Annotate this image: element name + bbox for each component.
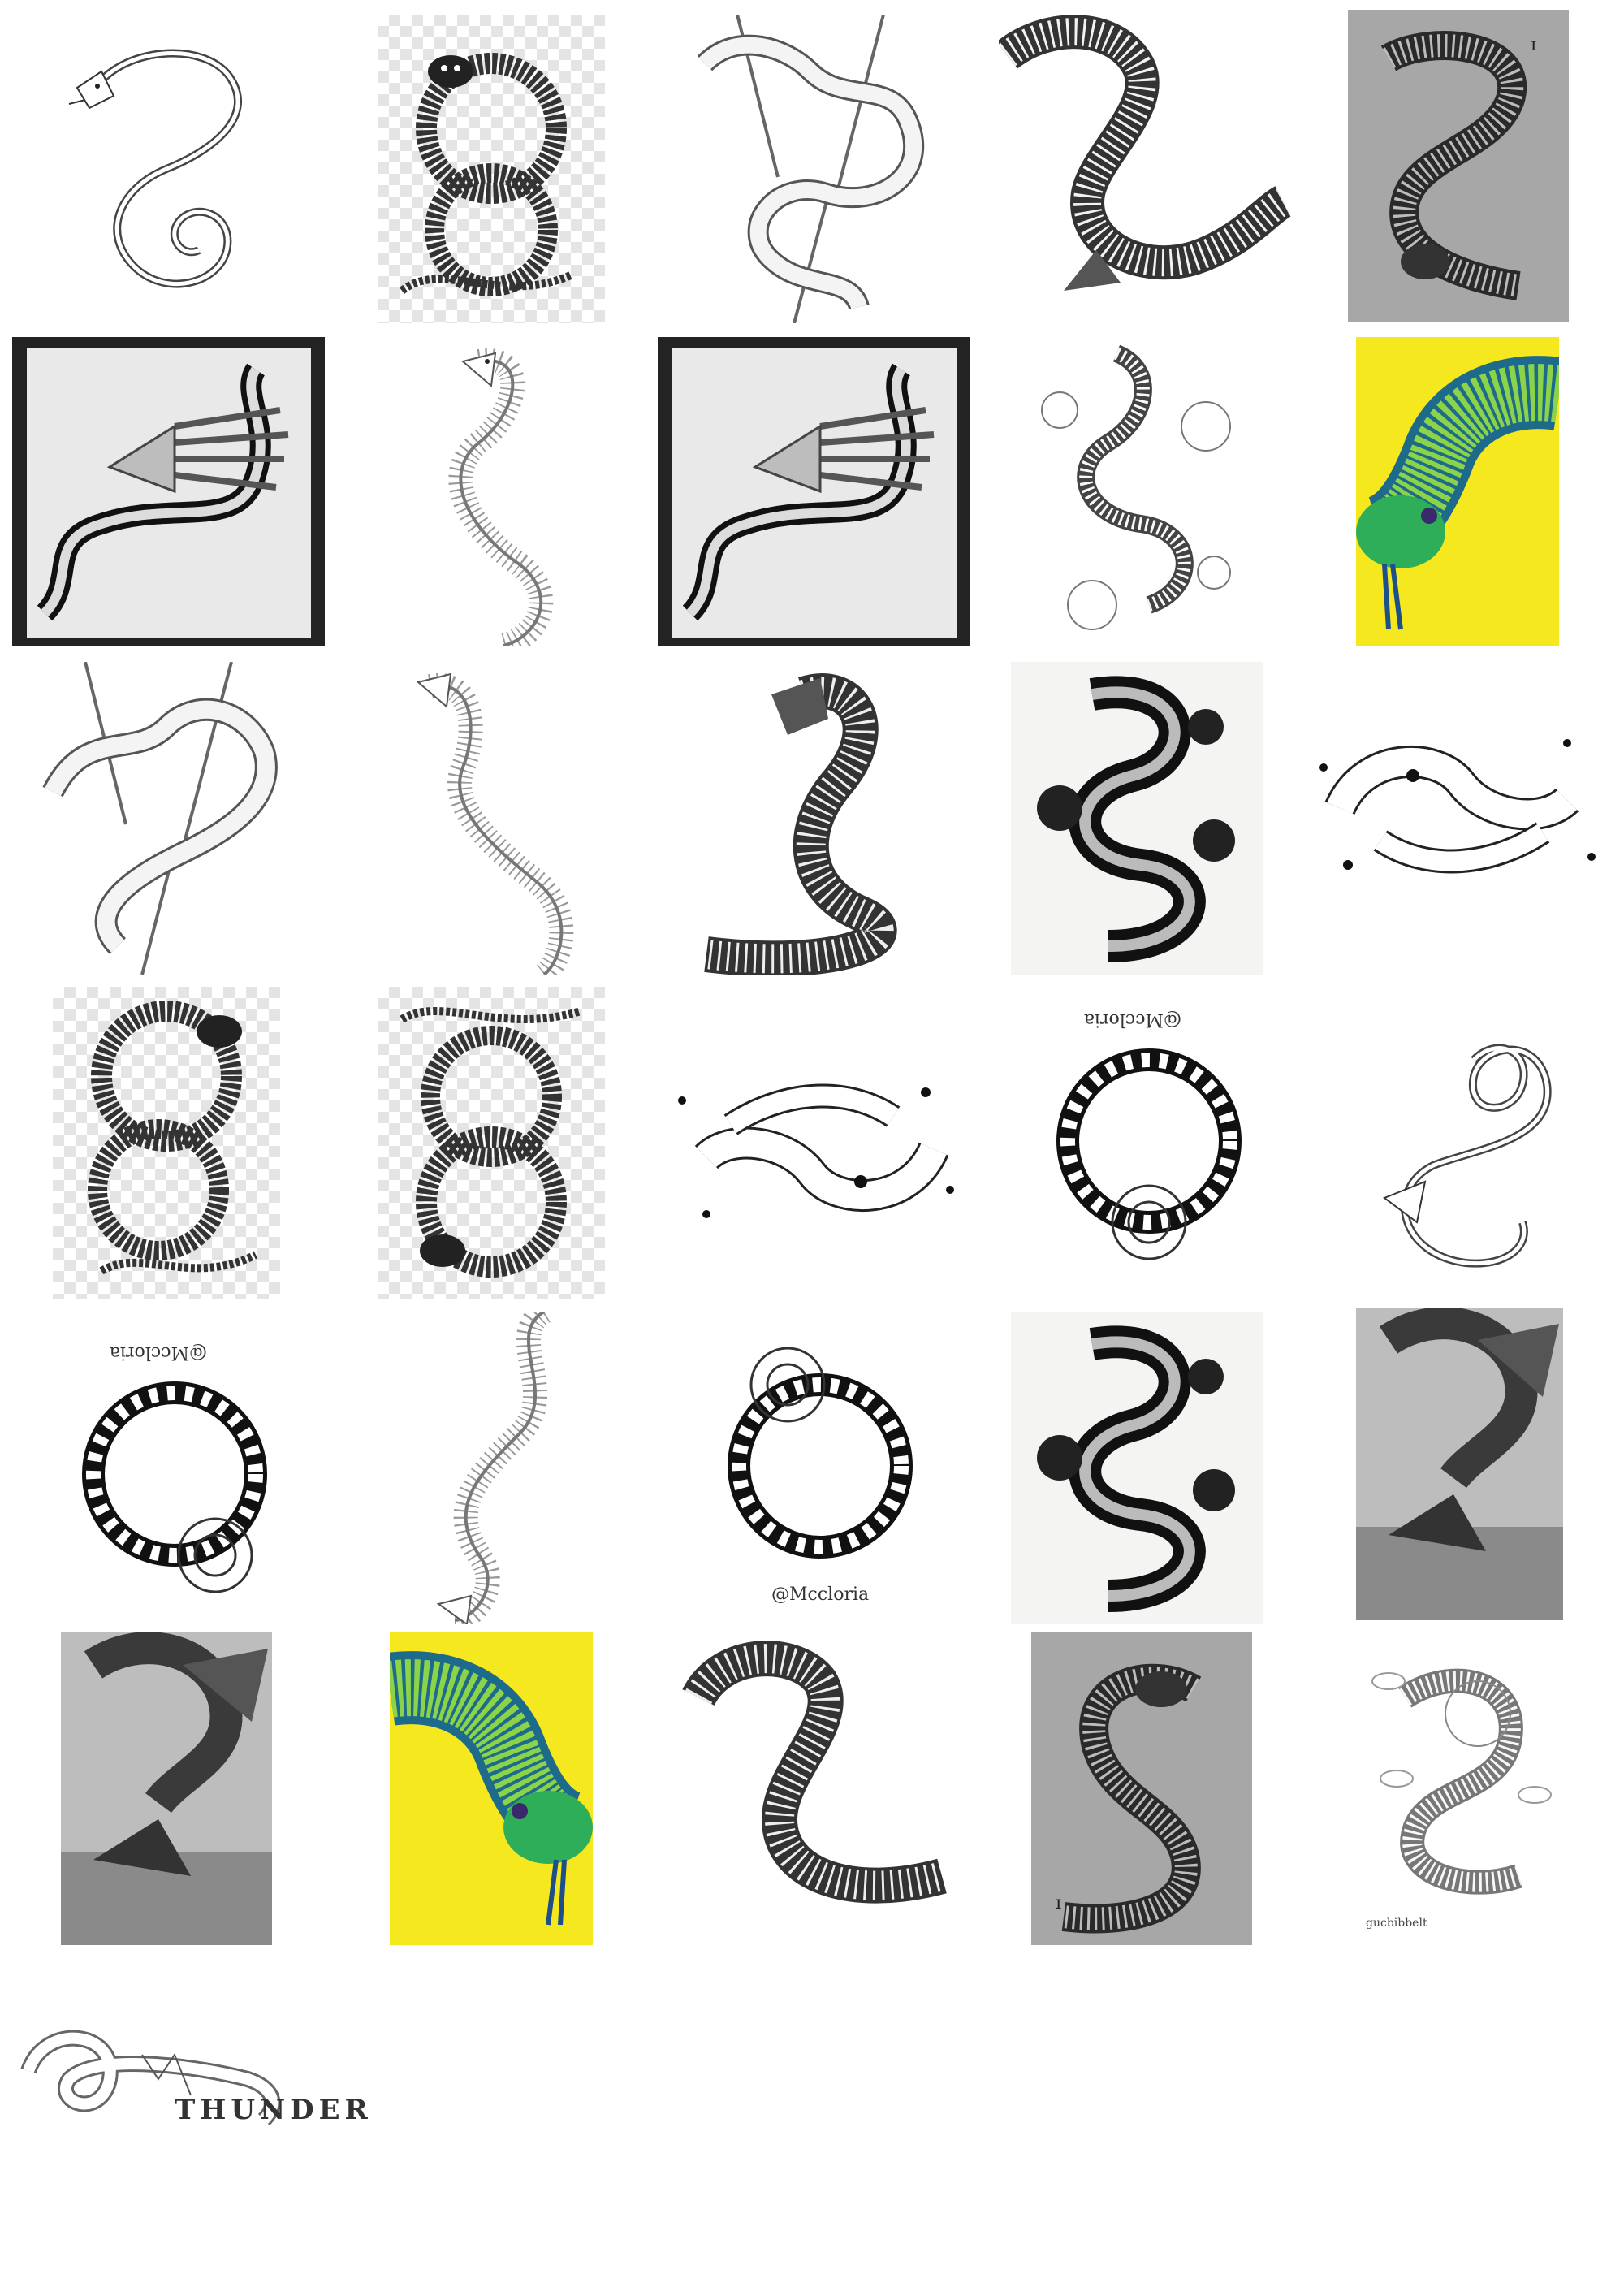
tile-snake-skeleton-lineart-3[interactable] (382, 1312, 601, 1624)
snake-black-roses-image (1037, 676, 1235, 962)
thunder-snake-sketch-image (20, 2030, 281, 2126)
snake-ouroboros-2-image (88, 1001, 258, 1275)
green-snake-yellow-2-image (390, 1651, 593, 1926)
winged-snake-photo-2-image (61, 1632, 272, 1945)
snake-ouroboros-3-image (400, 1007, 582, 1278)
cobra-s-curve-image (999, 15, 1291, 291)
svg-text:ɪ: ɪ (1531, 35, 1536, 55)
svg-text:@Mccloria: @Mccloria (771, 1584, 869, 1605)
snakes-on-branches-2-image (42, 662, 278, 975)
signature-text: gucbibbelt (1366, 1917, 1427, 1930)
snake-minimal-dots-2-image (678, 1083, 954, 1218)
tile-snake-black-roses[interactable] (1011, 662, 1263, 975)
snake-spiral-sketch-image (68, 49, 242, 288)
tile-snake-roses-circle[interactable]: @Mccloria (1027, 987, 1271, 1299)
thunder-label: THUNDER (175, 2094, 373, 2126)
tile-snake-minimal-dots[interactable] (1299, 662, 1616, 975)
snake-apple-sketch-image (1371, 1668, 1552, 1895)
snake-grey-paper-image: ɪ (1380, 31, 1536, 300)
tile-cobra-s-curve-2[interactable] (674, 1632, 958, 1945)
tile-snake-flowers[interactable] (1011, 337, 1263, 646)
tile-snake-skeleton-lineart[interactable] (382, 337, 601, 646)
snake-roses-circle-3-image: @Mccloria (728, 1347, 913, 1605)
snake-skeleton-hands-copy-image (672, 348, 957, 638)
tile-snake-roses-circle-3[interactable]: @Mccloria (698, 1312, 942, 1624)
green-snake-yellow-image (1356, 356, 1559, 630)
snake-black-roses-2-image (1037, 1325, 1235, 1612)
tile-cobra-striking[interactable] (674, 662, 958, 975)
tile-cobra-s-curve[interactable] (999, 15, 1291, 323)
svg-text:@Mccloria: @Mccloria (110, 1342, 207, 1363)
snake-skeleton-hands-image (27, 348, 311, 638)
snake-ouroboros-image (399, 53, 575, 296)
tile-snake-black-roses-2[interactable] (1011, 1312, 1263, 1624)
tile-snake-ouroboros-2[interactable] (53, 987, 280, 1299)
snake-skeleton-lineart-image (448, 348, 554, 646)
tile-thunder-snake-sketch[interactable] (20, 2006, 288, 2177)
snake-skeleton-lineart-2-image (416, 672, 574, 975)
cobra-striking-image (704, 673, 897, 975)
tile-snake-skeleton-hands[interactable] (12, 337, 325, 646)
snake-grey-paper-2-image: ɪ (1056, 1663, 1202, 1934)
snake-roses-circle-image: @Mccloria (1056, 1009, 1242, 1260)
tile-snake-grey-paper[interactable]: ɪ (1348, 10, 1569, 322)
tile-green-snake-yellow[interactable] (1356, 337, 1559, 646)
tile-snakes-on-branches[interactable] (689, 15, 932, 323)
snake-skeleton-lineart-3-image (436, 1312, 551, 1624)
snakes-on-branches-image (697, 15, 924, 323)
tile-snake-minimal-dots-2[interactable] (658, 987, 974, 1299)
cobra-s-curve-2-image (682, 1641, 947, 1904)
tile-snake-ouroboros-3[interactable] (378, 987, 605, 1299)
tile-snake-grey-paper-2[interactable]: ɪ (1031, 1632, 1252, 1945)
svg-text:@Mccloria: @Mccloria (1084, 1009, 1181, 1030)
tile-winged-snake-photo[interactable] (1356, 1308, 1563, 1620)
tile-green-snake-yellow-2[interactable] (390, 1632, 593, 1945)
svg-text:ɪ: ɪ (1056, 1893, 1061, 1913)
tile-winged-snake-photo-2[interactable] (61, 1632, 272, 1945)
tile-snake-skeleton-hands-copy[interactable] (658, 337, 970, 646)
snake-spiral-sketch-2-image (1382, 1044, 1552, 1268)
tile-snake-ouroboros-transparent[interactable] (378, 15, 605, 323)
snake-minimal-dots-image (1320, 739, 1596, 874)
tile-snake-roses-circle-2[interactable]: @Mccloria (53, 1312, 296, 1624)
tile-snakes-on-branches-2[interactable] (37, 662, 288, 975)
tile-snake-spiral-sketch[interactable] (45, 15, 288, 323)
snake-flowers-image (1041, 344, 1231, 630)
winged-snake-photo-image (1356, 1308, 1563, 1620)
tile-snake-apple-sketch[interactable]: gucbibbelt (1356, 1632, 1567, 1945)
tile-snake-spiral-sketch-2[interactable] (1336, 987, 1579, 1299)
tile-snake-skeleton-lineart-2[interactable] (382, 662, 601, 975)
snake-roses-circle-2-image: @Mccloria (82, 1342, 267, 1593)
